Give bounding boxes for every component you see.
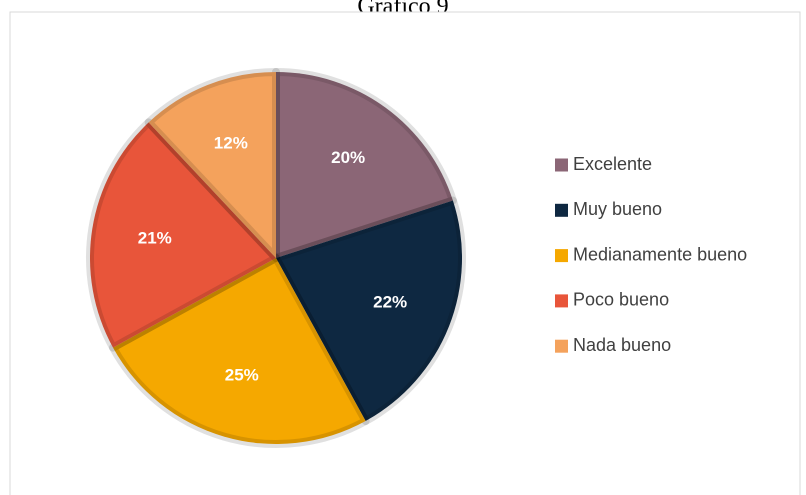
- pie-slice: [144, 68, 280, 262]
- legend-swatch: [555, 158, 568, 172]
- pie-slice: [272, 68, 457, 262]
- data-label: 12%: [214, 133, 248, 152]
- legend-label: Poco bueno: [573, 290, 669, 310]
- legend-swatch: [555, 249, 568, 263]
- legend-label: Nada bueno: [573, 335, 671, 355]
- data-label: 21%: [138, 228, 172, 247]
- legend-label: Medianamente bueno: [573, 244, 747, 264]
- data-label: 20%: [331, 148, 365, 167]
- legend-swatch: [555, 339, 568, 353]
- data-label: 25%: [225, 365, 259, 384]
- pie-slice: [272, 196, 466, 425]
- legend-label: Excelente: [573, 154, 652, 174]
- data-label: 22%: [373, 293, 407, 312]
- pie-slice: [86, 118, 280, 352]
- legend-swatch: [555, 294, 568, 308]
- legend-label: Muy bueno: [573, 199, 662, 219]
- pie-slice: [109, 254, 370, 448]
- legend-swatch: [555, 203, 568, 217]
